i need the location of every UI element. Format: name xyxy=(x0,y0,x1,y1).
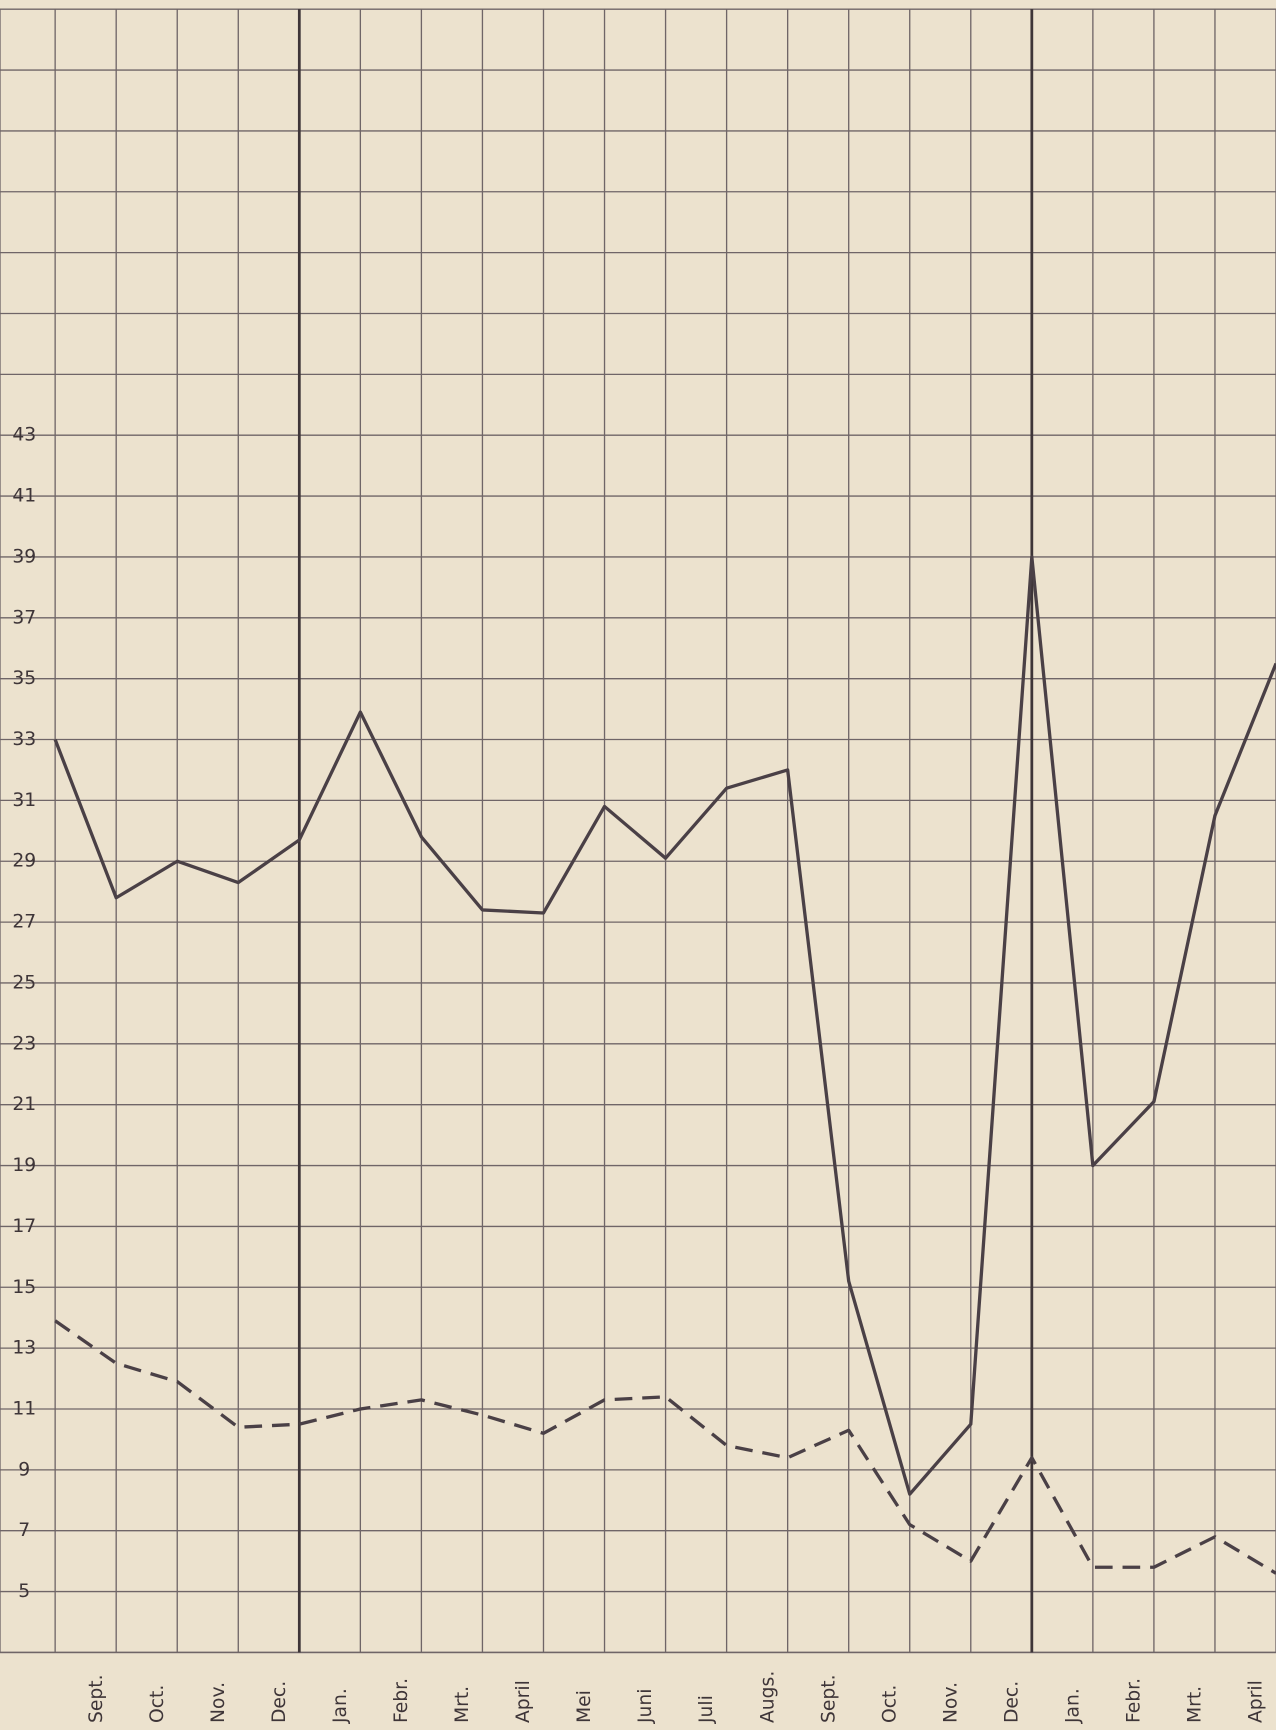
y-tick-label: 25 xyxy=(12,972,36,993)
x-tick-label: Mrt. xyxy=(1185,1686,1206,1723)
y-tick-label: 9 xyxy=(18,1459,30,1480)
y-tick-label: 31 xyxy=(12,790,36,811)
x-tick-label: Jan. xyxy=(1063,1688,1084,1724)
y-tick-label: 37 xyxy=(12,607,36,628)
y-tick-label: 29 xyxy=(12,851,36,872)
x-tick-label: Oct. xyxy=(879,1685,900,1723)
y-tick-label: 23 xyxy=(12,1033,36,1054)
x-tick-label: Jan. xyxy=(330,1688,351,1724)
x-tick-label: Mei xyxy=(574,1690,595,1723)
y-tick-label: 11 xyxy=(12,1398,36,1419)
x-tick-label: Augs. xyxy=(757,1671,778,1723)
y-tick-label: 5 xyxy=(18,1581,30,1602)
x-tick-label: Dec. xyxy=(1001,1681,1022,1723)
y-tick-label: 17 xyxy=(12,1216,36,1237)
y-tick-label: 41 xyxy=(12,486,36,507)
y-tick-label: 33 xyxy=(12,729,36,750)
x-tick-label: Mrt. xyxy=(452,1686,473,1723)
x-tick-label: Oct. xyxy=(147,1685,168,1723)
y-tick-label: 7 xyxy=(18,1520,30,1541)
x-tick-label: Febr. xyxy=(391,1678,412,1723)
series-line xyxy=(54,1319,1276,1575)
x-tick-label: Juli xyxy=(696,1695,717,1724)
series-line xyxy=(53,555,1276,1496)
y-tick-label: 19 xyxy=(12,1155,36,1176)
x-tick-label: Juni xyxy=(635,1689,656,1724)
plot xyxy=(53,555,1276,1575)
x-tick-label: Sept. xyxy=(818,1674,839,1723)
x-tick-label: April xyxy=(513,1680,534,1723)
x-tick-label: April xyxy=(1246,1680,1267,1723)
x-tick-label: Nov. xyxy=(940,1682,961,1723)
x-tick-label: Nov. xyxy=(208,1682,229,1723)
x-tick-label: Sept. xyxy=(86,1674,107,1723)
y-tick-label: 21 xyxy=(12,1094,36,1115)
y-tick-label: 13 xyxy=(12,1338,36,1359)
y-tick-label: 27 xyxy=(12,912,36,933)
x-tick-label: Febr. xyxy=(1124,1678,1145,1723)
y-tick-label: 15 xyxy=(12,1277,36,1298)
x-tick-label: Dec. xyxy=(269,1681,290,1723)
y-tick-label: 39 xyxy=(12,546,36,567)
y-tick-label: 43 xyxy=(12,425,36,446)
y-tick-label: 35 xyxy=(12,668,36,689)
